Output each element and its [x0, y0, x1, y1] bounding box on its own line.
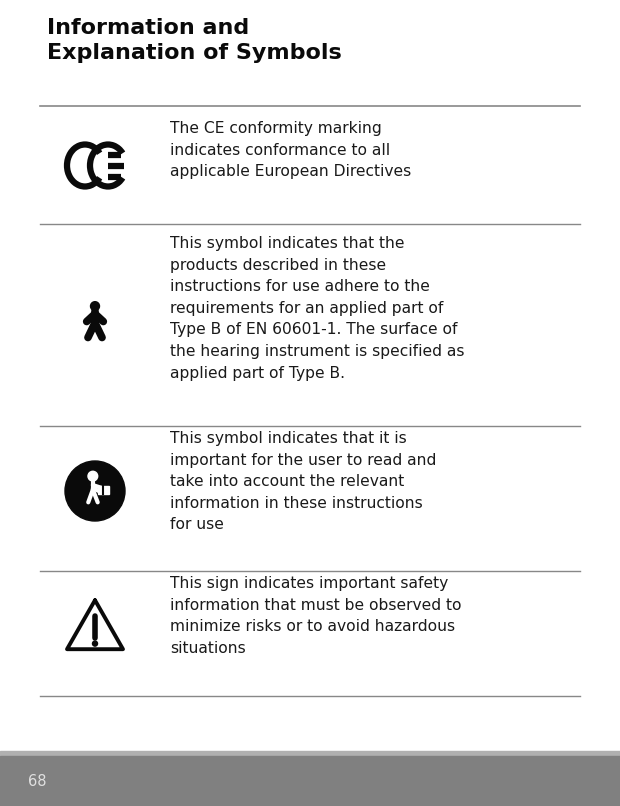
Circle shape [88, 472, 98, 481]
Text: 68: 68 [28, 774, 46, 788]
Circle shape [91, 301, 99, 310]
Circle shape [92, 641, 97, 646]
Text: This symbol indicates that it is
important for the user to read and
take into ac: This symbol indicates that it is importa… [170, 431, 436, 533]
Text: Information and: Information and [47, 18, 249, 38]
Circle shape [65, 461, 125, 521]
FancyBboxPatch shape [98, 485, 108, 494]
Text: This symbol indicates that the
products described in these
instructions for use : This symbol indicates that the products … [170, 236, 464, 380]
Bar [0, 751, 620, 756]
Bar [0, 756, 620, 806]
Text: This sign indicates important safety
information that must be observed to
minimi: This sign indicates important safety inf… [170, 576, 461, 656]
Text: The CE conformity marking
indicates conformance to all
applicable European Direc: The CE conformity marking indicates conf… [170, 121, 411, 179]
Text: Explanation of Symbols: Explanation of Symbols [47, 43, 342, 63]
